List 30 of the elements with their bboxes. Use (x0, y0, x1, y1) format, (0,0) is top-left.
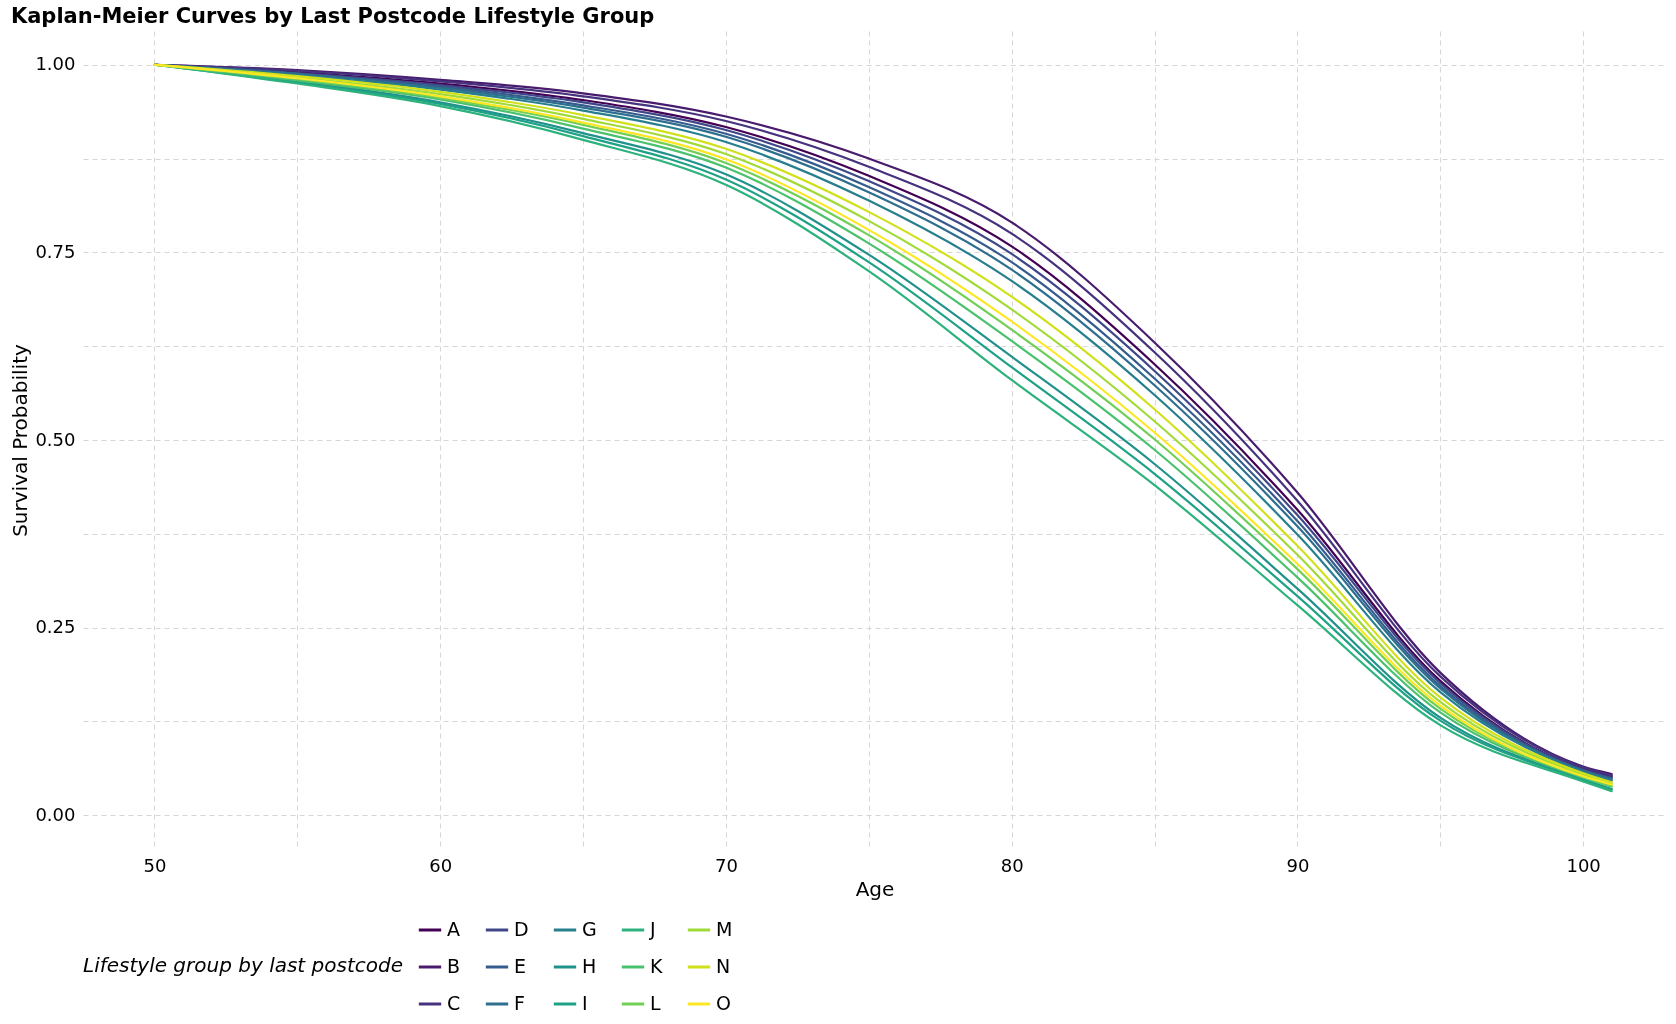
y-axis-title: Survival Probability (8, 343, 33, 537)
legend-label: J (649, 918, 656, 940)
legend-label: N (716, 955, 731, 977)
x-tick-label: 90 (1286, 854, 1310, 876)
y-tick-label: 0.75 (35, 240, 76, 262)
y-tick-label: 0.25 (35, 616, 76, 638)
chart-title: Kaplan-Meier Curves by Last Postcode Lifestyle Group (10, 4, 655, 28)
legend-label: I (582, 992, 588, 1014)
legend-label: D (514, 918, 529, 940)
legend-label: O (716, 992, 731, 1014)
x-tick-label: 60 (429, 854, 453, 876)
legend-label: E (514, 955, 527, 977)
x-axis-title: Age (855, 876, 895, 901)
legend-title: Lifestyle group by last postcode (83, 953, 403, 977)
y-tick-label: 1.00 (35, 53, 76, 75)
y-tick-label: 0.00 (35, 803, 76, 825)
legend-label: B (447, 955, 461, 977)
legend-label: K (650, 955, 663, 977)
y-tick-label: 0.50 (35, 428, 76, 450)
legend-label: L (650, 992, 661, 1014)
x-tick-label: 50 (143, 854, 167, 876)
x-tick-label: 100 (1566, 854, 1601, 876)
x-tick-label: 70 (714, 854, 738, 876)
legend-label: M (716, 918, 733, 940)
legend-label: F (514, 992, 525, 1014)
x-tick-label: 80 (1000, 854, 1024, 876)
legend-label: C (447, 992, 461, 1014)
legend-label: G (582, 918, 597, 940)
legend-label: A (447, 918, 460, 940)
legend-label: H (582, 955, 597, 977)
